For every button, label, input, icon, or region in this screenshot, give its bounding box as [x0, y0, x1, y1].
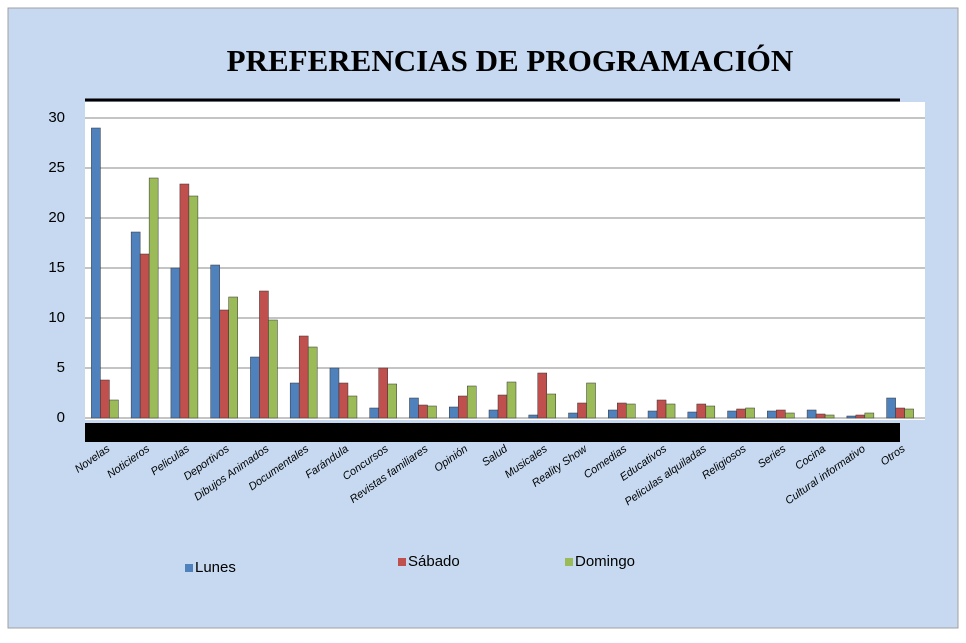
bar	[347, 395, 358, 419]
bar	[577, 402, 587, 419]
y-tick-label: 15	[48, 259, 65, 276]
bar	[806, 409, 817, 419]
y-tick-label: 25	[48, 159, 65, 176]
y-tick-label: 20	[48, 209, 65, 226]
bar	[289, 382, 300, 419]
bar	[904, 408, 914, 419]
bar	[148, 177, 159, 419]
bar	[886, 397, 896, 419]
bar	[895, 407, 905, 419]
bar	[369, 407, 379, 419]
bar	[506, 381, 517, 419]
bar	[188, 195, 199, 419]
bar	[687, 411, 698, 419]
bar	[179, 183, 190, 419]
bar	[745, 407, 755, 419]
bar	[457, 395, 468, 419]
bar	[130, 231, 141, 419]
legend-swatch	[398, 558, 406, 566]
bar	[546, 393, 557, 419]
bar	[608, 409, 618, 419]
bar	[528, 414, 539, 419]
legend-swatch	[185, 564, 193, 572]
legend-swatch	[565, 558, 573, 566]
bar	[139, 253, 150, 419]
bar	[537, 372, 548, 419]
bar	[329, 367, 340, 419]
bar	[586, 382, 596, 419]
bar	[466, 385, 477, 419]
bar	[736, 408, 746, 419]
bar	[727, 410, 737, 419]
bar	[100, 379, 110, 419]
y-tick-label: 0	[57, 409, 65, 426]
bar	[228, 296, 238, 419]
bar	[170, 267, 181, 419]
y-tick-label: 10	[48, 309, 65, 326]
bar	[409, 397, 419, 419]
bar	[705, 405, 716, 419]
bar	[776, 409, 786, 419]
bar	[307, 346, 318, 419]
bar	[298, 335, 309, 419]
bar	[448, 406, 459, 419]
bar	[387, 383, 397, 419]
bar	[864, 412, 875, 419]
bar	[815, 413, 826, 419]
bar	[665, 403, 676, 419]
bar	[378, 367, 388, 419]
legend-label: Domingo	[575, 553, 635, 570]
legend-label: Sábado	[408, 553, 460, 570]
y-tick-label: 5	[57, 359, 65, 376]
bar	[656, 399, 667, 419]
bar	[497, 394, 508, 419]
bar	[219, 309, 229, 419]
floor	[85, 423, 900, 442]
legend-label: Lunes	[195, 559, 236, 576]
bar	[568, 412, 578, 419]
bar	[855, 414, 866, 419]
bar	[785, 412, 795, 419]
y-tick-label: 30	[48, 109, 65, 126]
bar	[268, 319, 278, 419]
bar	[109, 399, 119, 419]
bar	[488, 409, 499, 419]
bar	[846, 415, 857, 419]
bar	[91, 127, 101, 419]
bar	[210, 264, 220, 419]
bar	[626, 403, 636, 419]
bar	[338, 382, 349, 419]
bar	[259, 290, 269, 419]
bar	[824, 414, 835, 419]
bar	[696, 403, 707, 419]
bar	[617, 402, 627, 419]
bar	[647, 410, 658, 419]
bar	[250, 356, 260, 419]
chart-title: PREFERENCIAS DE PROGRAMACIÓN	[227, 43, 794, 78]
bar	[767, 410, 777, 419]
bar	[427, 405, 437, 419]
bar	[418, 404, 428, 419]
